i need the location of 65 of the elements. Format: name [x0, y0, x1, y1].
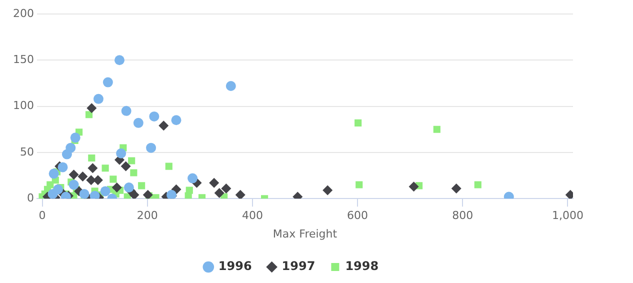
point: [93, 94, 104, 104]
point: [408, 182, 419, 192]
point: [120, 161, 131, 172]
x-tick-label: 0: [38, 209, 46, 222]
point: [214, 188, 224, 198]
point: [78, 171, 88, 182]
x-tick-label: 200: [136, 209, 158, 222]
point: [128, 157, 136, 164]
point: [221, 183, 232, 194]
point: [142, 190, 153, 199]
y-tick-label: 100: [12, 99, 34, 112]
point: [474, 181, 482, 188]
point: [158, 120, 169, 131]
point: [79, 188, 90, 199]
x-tick-label: 600: [347, 209, 368, 222]
point: [188, 173, 198, 184]
x-tick-label: 800: [452, 209, 474, 222]
point: [70, 132, 80, 143]
point: [138, 182, 146, 190]
point: [58, 162, 68, 172]
point: [68, 170, 79, 180]
point: [149, 111, 160, 122]
x-tick-label: 400: [242, 209, 263, 222]
point: [130, 169, 138, 176]
y-tick-label: 150: [12, 53, 34, 66]
point: [171, 115, 182, 126]
point: [46, 181, 54, 188]
y-tick-label: 0: [26, 191, 34, 204]
point: [88, 154, 96, 162]
point: [86, 103, 97, 114]
point: [48, 168, 59, 179]
point: [235, 190, 246, 199]
y-tick-label: 200: [12, 6, 34, 20]
point: [102, 77, 113, 88]
point: [356, 181, 363, 188]
point: [102, 164, 109, 172]
x-tick-label: 1,000: [552, 209, 584, 222]
point: [184, 192, 192, 199]
point: [112, 182, 122, 193]
point: [146, 142, 156, 153]
point: [88, 163, 98, 174]
legend-label: 1996: [218, 259, 252, 274]
x-axis-title: Max Freight: [272, 227, 338, 240]
point: [451, 183, 462, 194]
point: [53, 184, 64, 194]
point: [133, 118, 144, 128]
point: [121, 106, 132, 116]
point: [322, 185, 333, 196]
point: [62, 149, 72, 160]
point: [114, 55, 124, 66]
point: [226, 80, 236, 91]
point: [110, 176, 117, 183]
point: [354, 119, 362, 126]
y-tick-label: 50: [20, 145, 34, 158]
legend-label: 1997: [282, 259, 316, 274]
point: [124, 182, 134, 193]
point: [209, 178, 220, 188]
point: [85, 111, 93, 118]
point: [68, 180, 79, 190]
point: [116, 148, 126, 158]
legend-label: 1998: [345, 259, 379, 274]
point: [100, 186, 110, 196]
point: [165, 162, 172, 170]
point: [90, 190, 100, 199]
point: [433, 126, 440, 133]
